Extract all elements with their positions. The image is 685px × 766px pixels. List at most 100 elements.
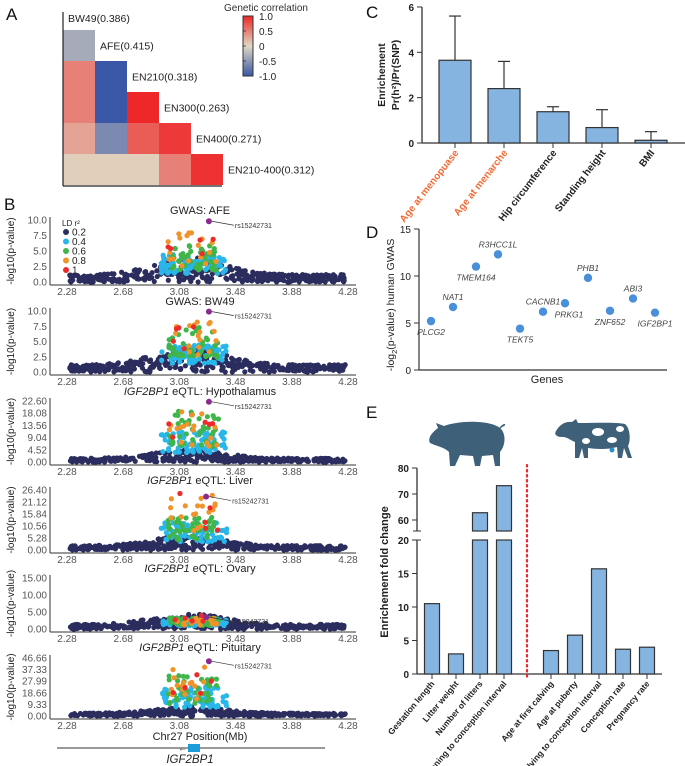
- heatmap-cell: [63, 154, 95, 185]
- locus-x-tick-label: 2.68: [113, 377, 133, 388]
- snp-point: [170, 256, 176, 262]
- snp-point: [143, 356, 149, 362]
- snp-point: [284, 279, 291, 285]
- ld-legend-label: 0.6: [72, 247, 86, 258]
- snp-point: [211, 328, 217, 334]
- snp-point: [179, 547, 185, 553]
- snp-point: [86, 367, 92, 373]
- colorbar-tick-label: 0.5: [259, 27, 273, 38]
- title-gene: IGF2BP1: [147, 475, 192, 487]
- d-ylabel-suffix: (p-value) human GWAS: [385, 239, 397, 350]
- lead-snp-pointer: [211, 220, 234, 226]
- gene-point-label: IGF2BP1: [638, 319, 673, 329]
- snp-point: [304, 456, 310, 462]
- snp-point: [121, 276, 127, 283]
- snp-point: [286, 458, 292, 464]
- locus-x-tick-label: 2.28: [57, 555, 77, 566]
- heatmap-cell: [63, 123, 95, 154]
- d-xlabel: Genes: [531, 374, 564, 386]
- snp-point: [208, 259, 214, 265]
- lead-snp-point: [205, 398, 212, 405]
- cow-spot: [592, 428, 604, 436]
- e-y-tick-label: 20: [398, 536, 410, 547]
- snp-point: [161, 262, 167, 268]
- snp-point: [206, 349, 212, 355]
- locus-y-tick-label: 10.0: [28, 216, 48, 227]
- snp-point: [244, 358, 250, 364]
- locus-y-tick-label: 0.00: [28, 625, 48, 636]
- snp-point: [268, 543, 274, 549]
- bar-lower-segment: [495, 539, 513, 675]
- cow-spot: [607, 437, 617, 443]
- snp-point: [166, 256, 172, 262]
- snp-point: [307, 622, 313, 628]
- snp-point: [273, 278, 279, 284]
- snp-point: [308, 546, 314, 552]
- snp-point: [200, 424, 206, 430]
- snp-point: [161, 524, 167, 530]
- snp-point: [163, 536, 169, 542]
- snp-point: [297, 364, 303, 370]
- snp-point: [202, 519, 208, 525]
- snp-point: [111, 271, 117, 277]
- snp-point: [338, 363, 344, 369]
- snp-point: [177, 490, 183, 497]
- bar: [438, 59, 472, 144]
- snp-point: [141, 709, 147, 715]
- snp-point: [211, 519, 217, 525]
- snp-point: [313, 366, 319, 372]
- snp-point: [333, 712, 339, 718]
- locus-y-tick-label: 9.33: [28, 700, 48, 711]
- snp-point: [194, 672, 200, 678]
- snp-point: [262, 544, 269, 551]
- c-category-label: Age at menarche: [452, 148, 511, 219]
- snp-point: [132, 267, 139, 273]
- c-category-label: BMI: [637, 148, 657, 169]
- bar: [614, 648, 632, 675]
- snp-point: [328, 363, 334, 369]
- snp-point: [168, 245, 174, 252]
- snp-point: [74, 457, 80, 463]
- locus-y-tick-label: 7.5: [33, 231, 47, 242]
- locus-x-tick-label: 3.88: [282, 555, 302, 566]
- snp-point: [264, 360, 270, 367]
- snp-point: [156, 536, 162, 542]
- snp-point: [168, 545, 175, 552]
- e-y-tick-label: 10: [398, 603, 410, 614]
- snp-point: [146, 623, 152, 629]
- cow-spot: [616, 426, 624, 432]
- snp-point: [166, 521, 172, 528]
- heatmap-cell: [95, 123, 127, 154]
- snp-point: [84, 711, 90, 717]
- snp-point: [207, 696, 213, 702]
- snp-point: [194, 696, 200, 702]
- bar: [585, 126, 619, 144]
- snp-point: [206, 545, 212, 551]
- e-category-label: Weaning to conception interval: [420, 679, 509, 766]
- snp-point: [179, 523, 185, 529]
- snp-point: [167, 353, 173, 359]
- locus-x-tick-label: 2.28: [57, 721, 77, 732]
- gene-point: [493, 250, 503, 259]
- title-gene: IGF2BP1: [139, 642, 184, 654]
- snp-point: [176, 673, 182, 679]
- snp-point: [213, 456, 219, 462]
- snp-point: [187, 703, 193, 709]
- snp-point: [313, 278, 319, 284]
- e-y-tick-label: 5: [403, 637, 409, 648]
- heatmap-cell: [159, 123, 191, 154]
- snp-point: [213, 450, 220, 457]
- snp-point: [181, 277, 187, 283]
- locus-x-tick-label: 2.68: [113, 634, 133, 645]
- snp-point: [140, 541, 146, 547]
- lead-snp-point: [205, 218, 212, 225]
- snp-point: [210, 236, 216, 242]
- snp-point: [129, 624, 135, 630]
- locus-x-tick-label: 3.88: [282, 721, 302, 732]
- snp-point: [177, 351, 184, 357]
- snp-point: [206, 321, 212, 327]
- locus-y-tick-label: 10.0: [28, 307, 48, 318]
- snp-point: [179, 255, 185, 261]
- cow-body: [555, 419, 632, 458]
- panel-label-d: D: [366, 223, 378, 242]
